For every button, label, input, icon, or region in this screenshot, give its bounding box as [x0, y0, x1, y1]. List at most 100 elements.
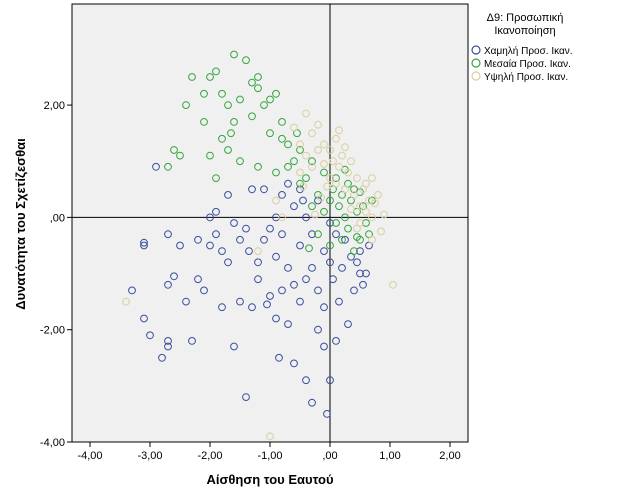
data-point-series-2 — [218, 134, 226, 143]
data-point-series-1 — [212, 207, 220, 216]
data-point-series-2 — [200, 89, 208, 98]
data-point-series-2 — [272, 89, 280, 98]
x-axis-title: Αίσθηση του Εαυτού — [206, 472, 333, 487]
legend-label: Χαμηλή Προσ. Ικαν. — [484, 45, 573, 57]
data-point-series-2 — [335, 202, 343, 211]
data-point-series-1 — [260, 185, 268, 194]
data-point-series-3 — [266, 432, 274, 441]
x-axis-ticks: -4,00 -3,00 -2,00 -1,00 ,00 1,00 2,00 — [77, 442, 461, 462]
x-tick-label: ,00 — [322, 450, 337, 462]
data-point-series-1 — [284, 320, 292, 329]
data-point-series-1 — [206, 241, 214, 250]
data-point-series-1 — [314, 325, 322, 334]
data-point-series-1 — [323, 410, 331, 418]
x-tick-label: 2,00 — [439, 450, 460, 462]
x-tick-label: 1,00 — [379, 450, 400, 462]
legend-marker — [471, 71, 481, 81]
data-point-series-2 — [224, 146, 232, 154]
data-point-series-1 — [272, 213, 280, 222]
data-point-series-1 — [314, 286, 322, 295]
data-point-series-1 — [296, 297, 304, 306]
data-point-series-2 — [284, 140, 292, 149]
data-point-series-2 — [176, 151, 184, 160]
data-point-series-1 — [146, 331, 154, 340]
data-point-series-3 — [314, 146, 322, 154]
data-point-series-1 — [242, 393, 250, 402]
data-point-series-3 — [371, 199, 379, 208]
data-point-series-1 — [230, 342, 238, 351]
data-point-series-2 — [353, 233, 361, 241]
data-point-series-2 — [218, 89, 226, 98]
data-point-series-2 — [230, 118, 238, 126]
legend-label: Υψηλή Προσ. Ικαν. — [484, 71, 568, 83]
data-point-series-2 — [278, 118, 286, 126]
data-point-series-1 — [275, 353, 283, 362]
data-point-series-2 — [344, 224, 352, 233]
data-point-series-3 — [332, 134, 340, 143]
data-point-series-2 — [272, 168, 280, 177]
data-point-series-1 — [224, 191, 232, 199]
data-point-series-2 — [266, 95, 274, 104]
data-point-series-2 — [284, 162, 292, 171]
data-point-series-1 — [284, 179, 292, 188]
data-point-series-3 — [122, 297, 130, 306]
data-point-series-1 — [245, 247, 253, 256]
data-point-series-3 — [335, 162, 343, 171]
data-point-series-2 — [260, 101, 268, 109]
data-point-series-1 — [218, 247, 226, 256]
data-point-series-1 — [212, 230, 220, 239]
data-point-series-1 — [266, 224, 274, 233]
y-tick-label: 2,00 — [44, 100, 65, 112]
data-point-series-3 — [389, 280, 397, 289]
data-point-series-2 — [212, 174, 220, 183]
data-point-series-1 — [224, 258, 232, 267]
data-point-series-1 — [164, 342, 172, 351]
data-point-series-3 — [353, 224, 361, 233]
data-point-series-1 — [308, 398, 316, 407]
data-point-series-1 — [284, 264, 292, 272]
data-point-series-1 — [296, 241, 304, 250]
data-point-series-1 — [320, 247, 328, 256]
legend-title-line-2: Ικανοποίηση — [494, 25, 555, 37]
data-point-series-1 — [140, 241, 148, 250]
y-tick-label: -2,00 — [40, 325, 65, 337]
data-point-series-2 — [332, 219, 340, 227]
data-point-series-1 — [266, 292, 274, 300]
data-point-series-2 — [230, 50, 238, 59]
data-point-series-3 — [320, 160, 328, 168]
data-point-series-2 — [308, 202, 316, 211]
data-point-series-1 — [194, 235, 202, 244]
data-point-series-2 — [224, 101, 232, 109]
data-point-series-1 — [254, 275, 262, 284]
data-point-series-2 — [350, 247, 358, 256]
data-point-series-1 — [164, 230, 172, 239]
data-point-series-2 — [266, 129, 274, 138]
data-point-series-3 — [380, 210, 388, 219]
data-point-series-3 — [290, 123, 298, 132]
data-point-series-3 — [368, 235, 376, 244]
data-point-series-2 — [248, 78, 256, 87]
data-point-series-2 — [212, 67, 220, 76]
data-point-series-3 — [329, 157, 337, 166]
x-tick-label: -3,00 — [137, 450, 162, 462]
data-point-series-1 — [335, 297, 343, 306]
data-point-series-1 — [278, 286, 286, 295]
data-point-series-1 — [272, 314, 280, 323]
x-tick-label: -2,00 — [197, 450, 222, 462]
data-point-series-3 — [320, 140, 328, 149]
data-point-series-1 — [254, 258, 262, 267]
data-point-series-3 — [338, 151, 346, 160]
data-point-series-2 — [242, 56, 250, 65]
data-point-series-3 — [374, 191, 382, 199]
y-tick-label: -4,00 — [40, 437, 65, 449]
data-point-series-3 — [311, 210, 319, 219]
data-point-series-1 — [140, 238, 148, 247]
data-point-series-1 — [200, 286, 208, 295]
data-point-series-1 — [353, 258, 361, 267]
data-point-series-2 — [302, 174, 310, 183]
data-point-series-1 — [278, 230, 286, 239]
data-point-series-3 — [362, 179, 370, 188]
data-point-series-1 — [236, 235, 244, 244]
data-point-series-3 — [278, 213, 286, 222]
data-point-series-1 — [359, 280, 367, 289]
